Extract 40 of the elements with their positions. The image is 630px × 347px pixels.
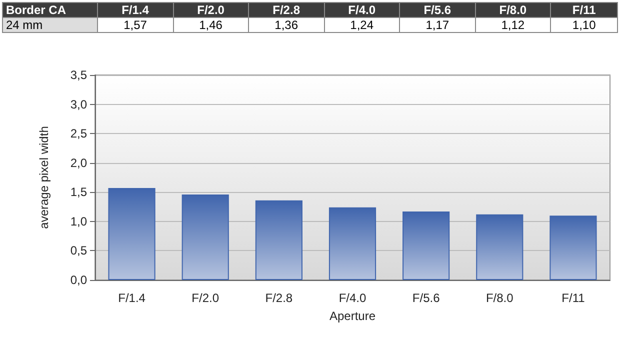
bar	[328, 207, 376, 280]
bar	[182, 194, 229, 280]
category-label: F/2.0	[197, 3, 224, 17]
bar	[402, 211, 450, 280]
y-axis-title: average pixel width	[37, 126, 51, 229]
bar	[108, 188, 156, 280]
category-label: F/2.8	[272, 3, 300, 17]
bar	[476, 214, 524, 280]
y-tick-label: 2,5	[70, 126, 88, 141]
x-tick-label: F/1.4	[118, 291, 146, 305]
bar	[550, 216, 597, 280]
text: 24 mm	[2, 18, 98, 32]
x-axis-title: Aperture	[329, 309, 376, 323]
data-label: 1,36	[248, 18, 324, 32]
category-label: F/11	[572, 3, 596, 17]
x-tick-label: F/2.8	[265, 291, 293, 305]
y-tick-label: 1,5	[70, 185, 88, 200]
data-label: 1,57	[98, 18, 174, 32]
data-label: 1,46	[173, 18, 249, 32]
category-label: F/4.0	[348, 3, 376, 17]
bar	[255, 200, 302, 280]
data-label: 1,12	[475, 18, 551, 32]
data-label: 1,24	[324, 18, 400, 32]
data-label: 1,10	[550, 18, 618, 32]
category-label: F/1.4	[122, 3, 149, 17]
y-tick-label: 3,0	[70, 97, 88, 112]
data-label: 1,17	[400, 18, 476, 32]
x-tick-label: F/5.6	[412, 291, 440, 305]
x-tick-label: F/4.0	[338, 291, 366, 305]
category-label: F/8.0	[499, 3, 527, 17]
y-tick-label: 3,5	[70, 68, 88, 82]
y-tick-label: 1,0	[70, 214, 88, 228]
y-tick-label: 0,0	[70, 273, 88, 287]
category-label: F/5.6	[424, 3, 452, 17]
x-tick-label: F/11	[562, 291, 586, 305]
text: Border CA	[2, 2, 98, 18]
y-tick-label: 2,0	[70, 156, 88, 170]
x-tick-label: F/2.0	[192, 291, 220, 305]
x-tick-label: F/8.0	[486, 291, 514, 305]
y-tick-label: 0,5	[70, 244, 88, 258]
